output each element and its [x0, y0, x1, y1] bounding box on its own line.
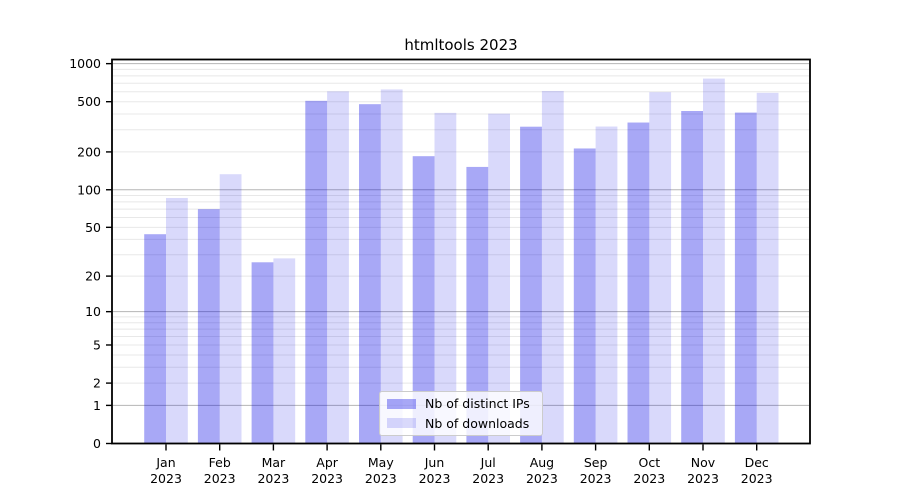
bar-nb-of-downloads-dec-2023	[756, 92, 779, 444]
x-tick-label-month-may-2023: May	[368, 455, 394, 470]
x-tick-label-year-oct-2023: 2023	[633, 471, 665, 486]
bar-nb-of-downloads-oct-2023	[649, 92, 672, 444]
bar-nb-of-distinct-ips-jun-2023	[412, 156, 435, 444]
x-tick-label-year-nov-2023: 2023	[687, 471, 719, 486]
bar-nb-of-downloads-apr-2023	[327, 91, 349, 444]
x-tick-label-year-apr-2023: 2023	[311, 471, 343, 486]
bar-nb-of-distinct-ips-sep-2023	[573, 148, 596, 444]
x-tick-label-month-aug-2023: Aug	[530, 455, 554, 470]
x-tick-label-year-jan-2023: 2023	[150, 471, 182, 486]
y-tick-label-500: 500	[77, 94, 101, 109]
x-tick-label-month-jul-2023: Jul	[480, 455, 496, 470]
bar-nb-of-downloads-feb-2023	[219, 174, 242, 444]
bar-nb-of-downloads-jan-2023	[166, 197, 188, 444]
x-tick-label-month-mar-2023: Mar	[262, 455, 286, 470]
y-tick-label-100: 100	[77, 182, 101, 197]
bar-nb-of-distinct-ips-nov-2023	[681, 111, 703, 444]
axes-frame	[111, 58, 811, 445]
legend-label-downloads: Nb of downloads	[425, 415, 530, 431]
bar-nb-of-downloads-nov-2023	[703, 78, 725, 444]
y-tick-label-2: 2	[93, 376, 101, 391]
x-tick-label-year-mar-2023: 2023	[257, 471, 289, 486]
x-tick-label-year-feb-2023: 2023	[204, 471, 236, 486]
bar-nb-of-downloads-aug-2023	[541, 90, 564, 444]
y-tick-label-1000: 1000	[69, 56, 101, 71]
y-tick-label-0: 0	[93, 436, 101, 451]
x-tick-label-year-aug-2023: 2023	[526, 471, 558, 486]
legend-swatch-downloads-icon	[387, 418, 416, 429]
x-tick-label-year-dec-2023: 2023	[741, 471, 773, 486]
y-tick-label-1: 1	[93, 398, 101, 413]
x-tick-label-month-feb-2023: Feb	[209, 455, 231, 470]
x-tick-label-year-jun-2023: 2023	[419, 471, 451, 486]
bar-nb-of-downloads-sep-2023	[595, 126, 618, 444]
bar-nb-of-downloads-may-2023	[380, 89, 403, 444]
bar-nb-of-downloads-mar-2023	[273, 258, 296, 444]
x-tick-label-year-may-2023: 2023	[365, 471, 397, 486]
y-tick-label-5: 5	[93, 337, 101, 352]
x-tick-label-month-nov-2023: Nov	[691, 455, 716, 470]
legend-label-distinct-ips: Nb of distinct IPs	[425, 396, 530, 412]
x-tick-label-month-dec-2023: Dec	[745, 455, 769, 470]
x-tick-label-month-jan-2023: Jan	[155, 455, 175, 470]
y-tick-label-200: 200	[77, 144, 101, 159]
legend-swatch-distinct-ips-icon	[387, 398, 416, 409]
y-tick-label-10: 10	[85, 304, 101, 319]
y-tick-label-20: 20	[85, 269, 101, 284]
y-tick-label-50: 50	[85, 220, 101, 235]
bar-nb-of-downloads-jul-2023	[488, 113, 510, 444]
x-tick-label-year-jul-2023: 2023	[472, 471, 504, 486]
chart-title: htmltools 2023	[404, 36, 518, 54]
legend: Nb of distinct IPs Nb of downloads	[379, 391, 543, 436]
legend-item-downloads: Nb of downloads	[380, 416, 542, 431]
x-tick-label-month-oct-2023: Oct	[638, 455, 660, 470]
bar-nb-of-distinct-ips-jul-2023	[466, 166, 489, 444]
bar-nb-of-downloads-jun-2023	[434, 112, 457, 444]
bar-nb-of-distinct-ips-dec-2023	[734, 112, 757, 444]
bar-nb-of-distinct-ips-jan-2023	[144, 234, 166, 444]
x-tick-label-month-jun-2023: Jun	[424, 455, 445, 470]
legend-item-distinct-ips: Nb of distinct IPs	[380, 396, 542, 411]
x-tick-label-month-sep-2023: Sep	[584, 455, 608, 470]
bar-nb-of-distinct-ips-may-2023	[359, 104, 381, 444]
bar-nb-of-distinct-ips-oct-2023	[627, 122, 650, 444]
bar-nb-of-distinct-ips-aug-2023	[520, 126, 542, 444]
x-tick-label-month-apr-2023: Apr	[316, 455, 338, 470]
x-tick-label-year-sep-2023: 2023	[580, 471, 612, 486]
bar-nb-of-distinct-ips-mar-2023	[251, 262, 274, 444]
bar-nb-of-distinct-ips-apr-2023	[305, 100, 328, 444]
bar-nb-of-distinct-ips-feb-2023	[197, 209, 220, 444]
